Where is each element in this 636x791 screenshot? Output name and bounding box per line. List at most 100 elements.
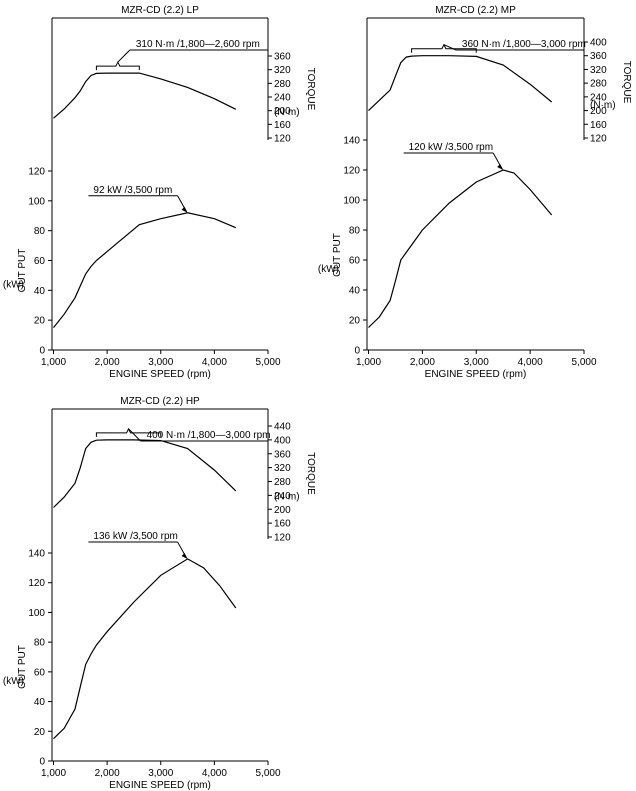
torque-tick-label: 200 (274, 106, 291, 117)
output-curve (53, 212, 237, 328)
torque-tick-label: 360 (274, 449, 291, 460)
x-axis-label: ENGINE SPEED (rpm) (109, 369, 211, 380)
torque-peak-annotation: 400 N·m /1,800—3,000 rpm (147, 430, 271, 441)
x-tick-label: 4,000 (202, 357, 227, 368)
torque-tick-label: 120 (274, 134, 291, 145)
torque-peak-leader (128, 428, 141, 442)
torque-tick-label: 280 (590, 79, 607, 90)
x-tick-label: 5,000 (255, 357, 280, 368)
torque-axis-label: TORQUE (621, 61, 632, 104)
x-tick-label: 2,000 (95, 768, 120, 779)
x-tick-label: 2,000 (95, 357, 120, 368)
x-axis-label: ENGINE SPEED (rpm) (109, 780, 211, 791)
output-tick-label: 20 (34, 727, 46, 738)
output-peak-arrowhead (181, 206, 188, 213)
torque-axis-label: TORQUE (305, 68, 316, 111)
torque-tick-label: 320 (274, 463, 291, 474)
torque-tick-label: 320 (274, 65, 291, 76)
torque-tick-label: 200 (590, 106, 607, 117)
torque-tick-label: 360 (590, 51, 607, 62)
torque-curve (53, 72, 237, 119)
torque-tick-label: 280 (274, 79, 291, 90)
output-tick-label: 120 (343, 166, 360, 177)
output-tick-label: 0 (354, 346, 360, 357)
output-tick-label: 120 (28, 167, 45, 178)
torque-tick-label: 240 (274, 491, 291, 502)
x-tick-label: 5,000 (255, 768, 280, 779)
torque-tick-label: 240 (590, 92, 607, 103)
output-peak-annotation: 136 kW /3,500 rpm (93, 531, 177, 542)
torque-tick-label: 200 (274, 505, 291, 516)
x-tick-label: 3,000 (464, 357, 489, 368)
output-peak-arrowhead (497, 164, 504, 170)
output-tick-label: 20 (34, 316, 46, 327)
output-tick-label: 60 (349, 256, 361, 267)
output-axis-unit: (kW) (318, 264, 339, 275)
torque-axis-unit: (N·m) (590, 100, 616, 111)
torque-axis-unit: (N·m) (274, 492, 300, 503)
output-tick-label: 40 (349, 286, 361, 297)
output-tick-label: 60 (34, 667, 46, 678)
output-tick-label: 140 (343, 136, 360, 147)
torque-tick-label: 160 (590, 120, 607, 131)
output-tick-label: 80 (34, 226, 46, 237)
output-tick-label: 80 (349, 226, 361, 237)
chart-hp: MZR-CD (2.2) HP 0 20 40 60 80 100 120 140 OUT PUT… (3, 396, 316, 791)
chart-title: MZR-CD (2.2) HP (120, 396, 200, 407)
x-tick-label: 3,000 (148, 768, 173, 779)
x-tick-label: 1,000 (41, 768, 66, 779)
output-tick-label: 100 (28, 196, 45, 207)
chart-title: MZR-CD (2.2) LP (121, 5, 199, 16)
output-peak-annotation: 92 kW /3,500 rpm (93, 185, 172, 196)
torque-axis-unit: (N·m) (274, 107, 300, 118)
output-axis-label: OUT PUT (17, 249, 28, 293)
output-tick-label: 20 (349, 316, 361, 327)
x-tick-label: 1,000 (356, 357, 381, 368)
output-tick-label: 60 (34, 256, 46, 267)
output-tick-label: 0 (39, 757, 45, 768)
torque-tick-label: 120 (590, 134, 607, 145)
torque-peak-annotation: 360 N·m /1,800—3,000 rpm (462, 39, 586, 50)
output-axis-unit: (kW) (3, 280, 24, 291)
output-curve (53, 558, 237, 740)
torque-tick-label: 360 (274, 52, 291, 63)
torque-curve (53, 439, 237, 508)
torque-tick-label: 320 (590, 65, 607, 76)
x-tick-label: 5,000 (571, 357, 596, 368)
x-tick-label: 4,000 (518, 357, 543, 368)
chart-title: MZR-CD (2.2) MP (435, 5, 516, 16)
output-tick-label: 80 (34, 638, 46, 649)
x-tick-label: 2,000 (410, 357, 435, 368)
x-tick-label: 4,000 (202, 768, 227, 779)
output-tick-label: 100 (343, 196, 360, 207)
output-tick-label: 40 (34, 697, 46, 708)
torque-curve (368, 55, 553, 112)
output-tick-label: 120 (28, 578, 45, 589)
x-tick-label: 3,000 (148, 357, 173, 368)
output-peak-arrowhead (181, 552, 188, 559)
output-peak-annotation: 120 kW /3,500 rpm (409, 142, 493, 153)
chart-lp: MZR-CD (2.2) LP 0 20 40 60 80 100 120 OUT PUT(kW… (3, 5, 316, 380)
torque-peak-bracket (95, 60, 140, 71)
torque-peak-annotation: 310 N·m /1,800—2,600 rpm (136, 39, 260, 50)
output-tick-label: 100 (28, 608, 45, 619)
torque-tick-label: 160 (274, 519, 291, 530)
torque-tick-label: 400 (274, 435, 291, 446)
output-axis-unit: (kW) (3, 676, 24, 687)
torque-tick-label: 440 (274, 422, 291, 433)
chart-mp: MZR-CD (2.2) MP 0 20 40 60 80 100 120 140 OUT PUT… (318, 5, 632, 380)
output-axis-label: OUT PUT (332, 233, 343, 277)
x-axis-label: ENGINE SPEED (rpm) (425, 369, 527, 380)
torque-peak-leader (443, 44, 457, 51)
output-tick-label: 40 (34, 286, 46, 297)
torque-tick-label: 120 (274, 533, 291, 544)
torque-tick-label: 160 (274, 120, 291, 131)
torque-tick-label: 400 (590, 38, 607, 49)
output-tick-label: 0 (39, 346, 45, 357)
torque-tick-label: 240 (274, 93, 291, 104)
x-tick-label: 1,000 (41, 357, 66, 368)
output-curve (368, 169, 553, 328)
output-tick-label: 140 (28, 549, 45, 560)
torque-tick-label: 280 (274, 477, 291, 488)
